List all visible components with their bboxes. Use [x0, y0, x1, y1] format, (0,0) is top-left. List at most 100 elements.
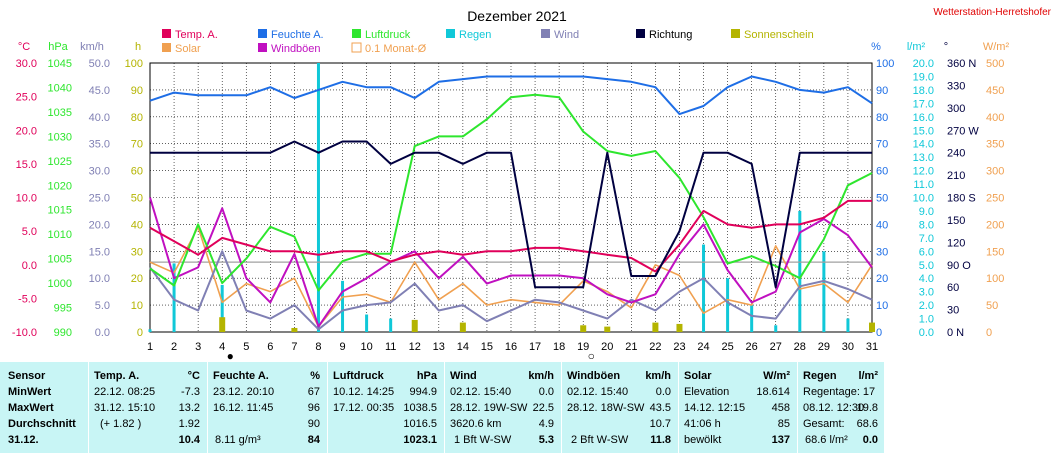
percent-tick: 20	[876, 273, 888, 285]
percent-tick: 50	[876, 193, 888, 205]
x-tick-label: 25	[721, 341, 733, 353]
sunshine-bar	[869, 322, 875, 332]
solar-tick: 250	[986, 193, 1004, 205]
temp-avg-label: (+ 1.82 )	[100, 418, 142, 430]
hpa-tick: 1040	[48, 82, 72, 94]
temp-tick: 5.0	[22, 226, 37, 238]
x-tick-label: 17	[529, 341, 541, 353]
header-luftdruck: Luftdruck	[333, 370, 384, 382]
header-solar-unit: W/m²	[763, 370, 790, 382]
x-tick-label: 14	[457, 341, 469, 353]
legend-label: Luftdruck	[365, 29, 411, 41]
header-feuchte: Feuchte A.	[213, 370, 269, 382]
temp-min: -7.3	[181, 386, 200, 398]
hpa-tick: 1045	[48, 58, 72, 70]
unit-label: °C	[18, 41, 30, 53]
rain-tick: 4.0	[919, 273, 934, 285]
statistics-panel: Sensor MinWert MaxWert Durchschnitt 31.1…	[0, 362, 884, 453]
regen-total: 68.6	[856, 418, 878, 430]
divider	[561, 362, 562, 453]
solar-avg: 85	[777, 418, 790, 430]
rain-bar	[822, 251, 826, 332]
header-temp-unit: °C	[187, 370, 200, 382]
solar-tick: 450	[986, 85, 1004, 97]
rain-tick: 18.0	[913, 85, 934, 97]
regen-days: Regentage: 17	[803, 386, 876, 398]
wind-gust-line	[149, 197, 873, 328]
x-tick-label: 9	[339, 341, 345, 353]
rain-tick: 11.0	[913, 179, 934, 191]
header-temp: Temp. A.	[94, 370, 140, 382]
legend-swatch	[162, 43, 171, 52]
axis-ticks: 30.0 25.0 20.0 15.0 10.0 5.0 0.0 -5.0 -10.0 1045 1…	[12, 58, 1004, 339]
x-tick-label: 3	[195, 341, 201, 353]
wind-direction-line	[150, 140, 872, 289]
humidity-line	[149, 75, 873, 116]
rain-bar	[702, 244, 706, 332]
solar-tick: 400	[986, 112, 1004, 124]
rain-bar	[798, 210, 802, 332]
solar-elevation: 18.614	[756, 386, 790, 398]
direction-tick: 150	[947, 215, 965, 227]
temp-tick: 15.0	[16, 159, 37, 171]
legend-swatch	[162, 29, 171, 38]
divider	[207, 362, 208, 453]
percent-tick: 0	[876, 327, 882, 339]
pressure-line	[149, 93, 873, 292]
divider	[444, 362, 445, 453]
x-tick-label: 10	[360, 341, 372, 353]
hpa-tick: 990	[54, 327, 72, 339]
bar-series	[148, 63, 875, 332]
direction-tick: 330	[947, 80, 965, 92]
windboen-max-time: 28.12. 18W-SW	[567, 402, 645, 414]
x-tick-label: 26	[746, 341, 758, 353]
legend-label: Wind	[554, 29, 579, 41]
regen-max: 19.8	[856, 402, 878, 414]
solar-elevation-label: Elevation	[684, 386, 730, 398]
hours-tick: 90	[131, 85, 143, 97]
rain-tick: 2.0	[919, 300, 934, 312]
kmh-tick: 20.0	[89, 219, 110, 231]
x-tick-label: 30	[842, 341, 854, 353]
rain-bar	[750, 305, 754, 332]
header-solar: Solar	[684, 370, 712, 382]
wind-line	[149, 250, 873, 331]
x-tick-label: 6	[267, 341, 273, 353]
rain-tick: 7.0	[919, 233, 934, 245]
header-wind: Wind	[450, 370, 477, 382]
kmh-tick: 45.0	[89, 85, 110, 97]
temp-tick: 30.0	[16, 58, 37, 70]
luftdruck-min: 994.9	[409, 386, 437, 398]
temperature-line	[149, 199, 872, 273]
direction-tick: 240	[947, 148, 965, 160]
x-tick-label: 12	[409, 341, 421, 353]
legend-swatch	[352, 29, 361, 38]
temp-tick: 10.0	[16, 193, 37, 205]
x-tick-label: 19	[577, 341, 589, 353]
hpa-tick: 1030	[48, 131, 72, 143]
percent-tick: 90	[876, 85, 888, 97]
rain-tick: 15.0	[913, 125, 934, 137]
x-tick-label: 22	[649, 341, 661, 353]
kmh-tick: 25.0	[89, 193, 110, 205]
x-tick-label: 2	[171, 341, 177, 353]
rain-tick: 1.0	[919, 314, 934, 326]
sunshine-bar	[459, 322, 466, 332]
windboen-avg: 10.7	[649, 418, 671, 430]
header-wind-unit: km/h	[528, 370, 554, 382]
rain-tick: 10.0	[913, 193, 934, 205]
solar-max-time: 14.12. 12:15	[684, 402, 746, 414]
x-tick-label: 24	[697, 341, 709, 353]
kmh-tick: 0.0	[95, 327, 110, 339]
rain-bar	[774, 325, 778, 332]
x-tick-label: 31	[866, 341, 878, 353]
rain-bar	[365, 314, 369, 332]
legend-label: Windböen	[271, 43, 321, 55]
wind-max-time: 28.12. 19W-SW	[450, 402, 528, 414]
hours-tick: 20	[131, 273, 143, 285]
unit-label: %	[871, 41, 881, 53]
direction-tick: 360 N	[947, 58, 976, 70]
x-tick-label: 7	[291, 341, 297, 353]
rain-tick: 19.0	[913, 71, 934, 83]
regen-total-label: Gesamt:	[803, 418, 845, 430]
